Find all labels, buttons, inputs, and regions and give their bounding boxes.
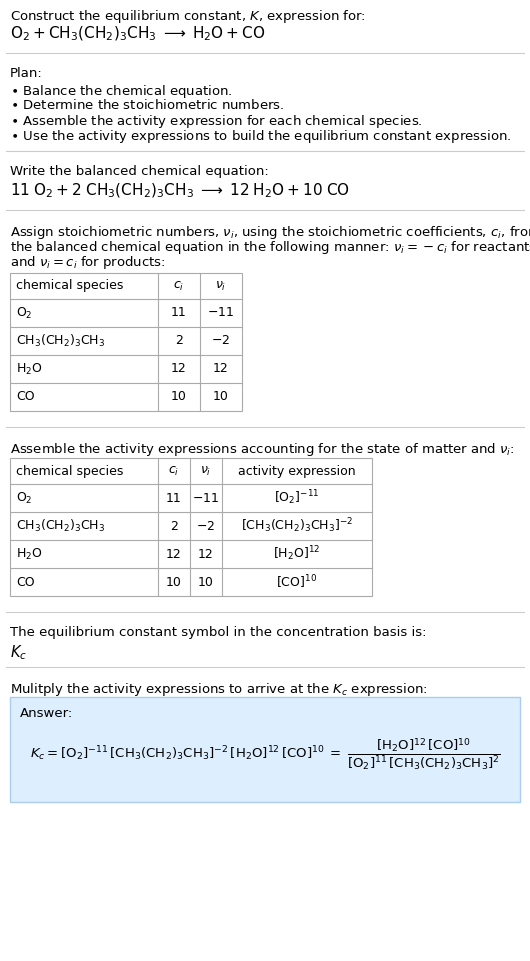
Text: 10: 10: [198, 576, 214, 588]
Text: $\bullet$ Determine the stoichiometric numbers.: $\bullet$ Determine the stoichiometric n…: [10, 98, 285, 112]
Text: $-11$: $-11$: [192, 491, 219, 505]
Text: Plan:: Plan:: [10, 67, 43, 80]
Text: $\bullet$ Assemble the activity expression for each chemical species.: $\bullet$ Assemble the activity expressi…: [10, 113, 422, 130]
Text: $\nu_i$: $\nu_i$: [215, 280, 227, 292]
Text: activity expression: activity expression: [238, 464, 356, 478]
Text: Assign stoichiometric numbers, $\nu_i$, using the stoichiometric coefficients, $: Assign stoichiometric numbers, $\nu_i$, …: [10, 224, 530, 241]
Text: $[\mathrm{H_2O}]^{12}$: $[\mathrm{H_2O}]^{12}$: [273, 545, 321, 563]
Text: 12: 12: [166, 548, 182, 560]
Text: Assemble the activity expressions accounting for the state of matter and $\nu_i$: Assemble the activity expressions accoun…: [10, 441, 515, 458]
Text: $\nu_i$: $\nu_i$: [200, 464, 211, 478]
Text: $\mathrm{O_2 + CH_3(CH_2)_3CH_3}$$\;\longrightarrow\;$$\mathrm{H_2O + CO}$: $\mathrm{O_2 + CH_3(CH_2)_3CH_3}$$\;\lon…: [10, 25, 266, 43]
Text: 12: 12: [213, 362, 229, 376]
Text: and $\nu_i = c_i$ for products:: and $\nu_i = c_i$ for products:: [10, 254, 165, 271]
Text: $\mathrm{O_2}$: $\mathrm{O_2}$: [16, 306, 32, 321]
Text: Write the balanced chemical equation:: Write the balanced chemical equation:: [10, 165, 269, 178]
Text: $\mathrm{O_2}$: $\mathrm{O_2}$: [16, 490, 32, 505]
Text: $\mathrm{CH_3(CH_2)_3CH_3}$: $\mathrm{CH_3(CH_2)_3CH_3}$: [16, 518, 105, 534]
Text: Construct the equilibrium constant, $K$, expression for:: Construct the equilibrium constant, $K$,…: [10, 8, 366, 25]
Text: Answer:: Answer:: [20, 707, 73, 720]
Bar: [10, 697, 520, 802]
Text: $K_c$: $K_c$: [10, 643, 27, 662]
Text: 11: 11: [171, 307, 187, 319]
Text: $\mathrm{H_2O}$: $\mathrm{H_2O}$: [16, 547, 42, 561]
Text: $[\mathrm{O_2}]^{-11}$: $[\mathrm{O_2}]^{-11}$: [275, 488, 320, 507]
Text: $K_c = [\mathrm{O_2}]^{-11}\,[\mathrm{CH_3(CH_2)_3CH_3}]^{-2}\,[\mathrm{H_2O}]^{: $K_c = [\mathrm{O_2}]^{-11}\,[\mathrm{CH…: [30, 737, 500, 773]
Bar: [10, 273, 242, 411]
Text: 2: 2: [175, 334, 183, 348]
Text: 10: 10: [171, 390, 187, 404]
Text: $\bullet$ Balance the chemical equation.: $\bullet$ Balance the chemical equation.: [10, 83, 233, 100]
Text: CO: CO: [16, 576, 34, 588]
Text: 11: 11: [166, 491, 182, 505]
Text: The equilibrium constant symbol in the concentration basis is:: The equilibrium constant symbol in the c…: [10, 626, 427, 639]
Text: $\mathrm{H_2O}$: $\mathrm{H_2O}$: [16, 361, 42, 377]
Text: Mulitply the activity expressions to arrive at the $K_c$ expression:: Mulitply the activity expressions to arr…: [10, 681, 428, 698]
Text: 12: 12: [171, 362, 187, 376]
Text: $\bullet$ Use the activity expressions to build the equilibrium constant express: $\bullet$ Use the activity expressions t…: [10, 128, 511, 145]
Text: 10: 10: [213, 390, 229, 404]
Text: 12: 12: [198, 548, 214, 560]
Text: $c_i$: $c_i$: [173, 280, 184, 292]
Text: chemical species: chemical species: [16, 464, 123, 478]
Text: $\mathrm{CH_3(CH_2)_3CH_3}$: $\mathrm{CH_3(CH_2)_3CH_3}$: [16, 333, 105, 349]
Text: CO: CO: [16, 390, 34, 404]
Text: $[\mathrm{CO}]^{10}$: $[\mathrm{CO}]^{10}$: [277, 573, 317, 591]
Text: $-11$: $-11$: [207, 307, 235, 319]
Text: 10: 10: [166, 576, 182, 588]
Text: $\mathrm{11\;O_2 + 2\;CH_3(CH_2)_3CH_3}$$\;\longrightarrow\;$$\mathrm{12\;H_2O +: $\mathrm{11\;O_2 + 2\;CH_3(CH_2)_3CH_3}$…: [10, 182, 350, 201]
Text: chemical species: chemical species: [16, 280, 123, 292]
Text: $-2$: $-2$: [211, 334, 231, 348]
Text: $c_i$: $c_i$: [169, 464, 180, 478]
Bar: [10, 458, 372, 596]
Text: $[\mathrm{CH_3(CH_2)_3CH_3}]^{-2}$: $[\mathrm{CH_3(CH_2)_3CH_3}]^{-2}$: [241, 517, 353, 535]
Text: 2: 2: [170, 520, 178, 532]
Text: the balanced chemical equation in the following manner: $\nu_i = -c_i$ for react: the balanced chemical equation in the fo…: [10, 239, 530, 256]
Text: $-2$: $-2$: [197, 520, 216, 532]
